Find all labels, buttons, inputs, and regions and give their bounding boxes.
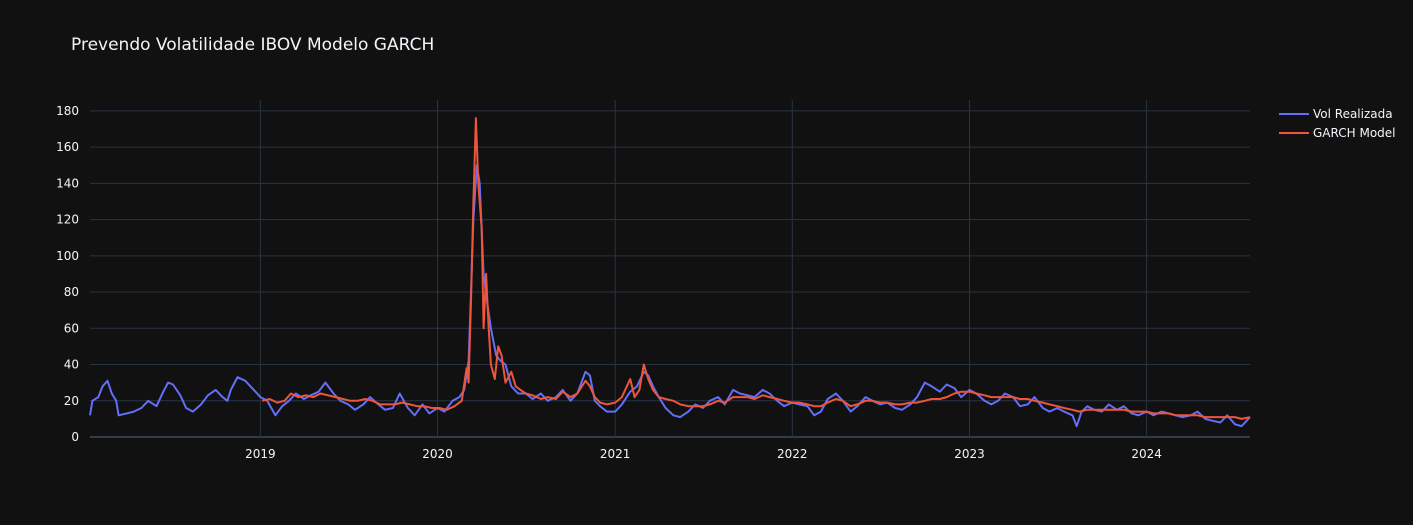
x-tick-label: 2022: [777, 447, 808, 461]
x-axis-ticks: 2019 2020 2021 2022 2023 2024: [245, 447, 1162, 461]
y-tick-label: 0: [71, 430, 79, 444]
legend-item-garch-model[interactable]: GARCH Model: [1279, 126, 1396, 140]
y-axis-ticks: 0 20 40 60 80 100 120 140 160 180: [56, 104, 79, 444]
y-tick-label: 60: [64, 321, 79, 335]
y-tick-label: 160: [56, 140, 79, 154]
y-tick-label: 40: [64, 358, 79, 372]
x-tick-label: 2023: [954, 447, 985, 461]
y-tick-label: 120: [56, 213, 79, 227]
grid-lines: [90, 100, 1250, 438]
y-tick-label: 140: [56, 176, 79, 190]
y-tick-label: 100: [56, 249, 79, 263]
chart-title: Prevendo Volatilidade IBOV Modelo GARCH: [71, 35, 434, 55]
series-lines: [89, 117, 1251, 428]
series-line-garch-model: [262, 117, 1251, 420]
x-tick-label: 2024: [1131, 447, 1162, 461]
x-tick-label: 2019: [245, 447, 276, 461]
x-tick-label: 2020: [422, 447, 453, 461]
y-tick-label: 80: [64, 285, 79, 299]
legend-label-vol-realizada: Vol Realizada: [1313, 107, 1393, 121]
legend-item-vol-realizada[interactable]: Vol Realizada: [1279, 107, 1393, 121]
y-tick-label: 20: [64, 394, 79, 408]
x-tick-label: 2021: [600, 447, 631, 461]
y-tick-label: 180: [56, 104, 79, 118]
legend[interactable]: Vol Realizada GARCH Model: [1279, 107, 1396, 140]
legend-label-garch-model: GARCH Model: [1313, 126, 1396, 140]
